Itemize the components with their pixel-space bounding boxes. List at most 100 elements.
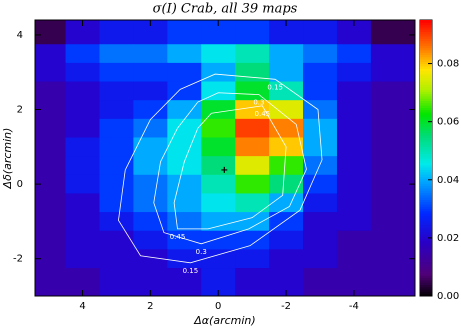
colorbar-swatch: [420, 259, 432, 262]
colorbar-swatch: [420, 116, 432, 120]
heat-cell: [303, 174, 338, 194]
heat-cell: [235, 268, 270, 296]
heat-cell: [65, 249, 100, 269]
heat-cell: [35, 268, 67, 296]
colorbar-swatch: [420, 254, 432, 258]
heat-cell: [133, 156, 168, 176]
marker: [221, 166, 228, 173]
heat-cell: [35, 212, 67, 232]
heat-cell: [65, 174, 100, 194]
heat-cell: [167, 44, 202, 64]
heat-cell: [65, 230, 100, 250]
heat-cell: [370, 100, 415, 120]
contour: [173, 105, 287, 230]
colorbar-swatch: [420, 31, 432, 35]
heat-cell: [133, 118, 168, 138]
contour: [153, 92, 307, 245]
colorbar-swatch: [420, 252, 432, 256]
colorbar-swatch: [420, 210, 432, 214]
y-tick-label: -2: [13, 254, 23, 265]
heat-cell: [269, 174, 304, 194]
heat-cell: [370, 212, 415, 232]
heat-cell: [35, 156, 67, 176]
heat-cell: [370, 20, 415, 45]
heat-cell: [370, 230, 415, 250]
heat-cell: [99, 230, 134, 250]
heat-cell: [99, 212, 134, 232]
heat-cell: [370, 174, 415, 194]
colorbar-swatch: [420, 194, 432, 198]
colorbar-swatch: [420, 227, 432, 230]
colorbar-swatch: [420, 243, 432, 246]
heat-cell: [201, 118, 236, 138]
colorbar-swatch: [420, 144, 432, 147]
x-tick-label: -4: [349, 301, 359, 312]
heat-cell: [235, 118, 270, 138]
heat-cell: [167, 156, 202, 176]
colorbar-swatch: [420, 77, 432, 81]
colorbar-swatch: [420, 98, 432, 101]
heat-cell: [99, 20, 134, 45]
heat-cell: [133, 62, 168, 83]
heat-cell: [269, 193, 304, 213]
colorbar-swatch: [420, 158, 432, 161]
heat-cell: [269, 44, 304, 64]
colorbar-swatch: [420, 275, 432, 279]
heat-cell: [303, 249, 338, 269]
heat-cell: [269, 249, 304, 269]
colorbar-swatch: [420, 102, 432, 106]
heat-cell: [167, 118, 202, 138]
heat-cell: [336, 118, 372, 138]
heat-cell: [133, 44, 168, 64]
colorbar-swatch: [420, 109, 432, 113]
heat-cell: [99, 44, 134, 64]
colorbar-swatch: [420, 247, 432, 251]
colorbar-swatch: [420, 75, 432, 78]
heat-cell: [201, 81, 236, 101]
heat-cell: [65, 81, 100, 101]
colorbar-swatch: [420, 162, 432, 166]
colorbar-swatch: [420, 208, 432, 212]
heat-cell: [167, 174, 202, 194]
colorbar-swatch: [420, 61, 432, 65]
heat-cell: [65, 44, 100, 64]
heat-cell: [35, 230, 67, 250]
colorbar-swatch: [420, 36, 432, 39]
colorbar-swatch: [420, 261, 432, 265]
colorbar-swatch: [420, 222, 432, 226]
colorbar-swatch: [420, 155, 432, 159]
heat-cell: [201, 174, 236, 194]
colorbar-swatch: [420, 59, 432, 62]
colorbar-swatch: [420, 289, 432, 292]
heat-cell: [201, 44, 236, 64]
heat-cell: [303, 81, 338, 101]
colorbar-swatch: [420, 128, 432, 131]
heat-cell: [35, 62, 67, 83]
heat-cell: [303, 268, 338, 296]
heat-cell: [269, 62, 304, 83]
colorbar-swatch: [420, 238, 432, 242]
colorbar-tick-label: 0.04: [437, 175, 459, 186]
heat-cell: [303, 193, 338, 213]
colorbar-swatch: [420, 256, 432, 260]
heat-cell: [133, 193, 168, 213]
colorbar-swatch: [420, 118, 432, 122]
heat-cell: [370, 268, 415, 296]
colorbar-swatch: [420, 183, 432, 187]
heat-cell: [201, 212, 236, 232]
colorbar-swatch: [420, 22, 432, 26]
heat-cell: [235, 137, 270, 157]
contour-label: 0.3: [253, 99, 264, 107]
heat-cell: [235, 20, 270, 45]
heat-cell: [336, 100, 372, 120]
colorbar-swatch: [420, 286, 432, 290]
colorbar-swatch: [420, 95, 432, 99]
colorbar-tick-label: 0.06: [437, 117, 459, 128]
colorbar-swatch: [420, 135, 432, 138]
colorbar-swatch: [420, 185, 432, 189]
heat-cell: [35, 20, 67, 45]
colorbar-swatch: [420, 270, 432, 274]
colorbar-swatch: [420, 199, 432, 203]
colorbar-swatch: [420, 240, 432, 244]
